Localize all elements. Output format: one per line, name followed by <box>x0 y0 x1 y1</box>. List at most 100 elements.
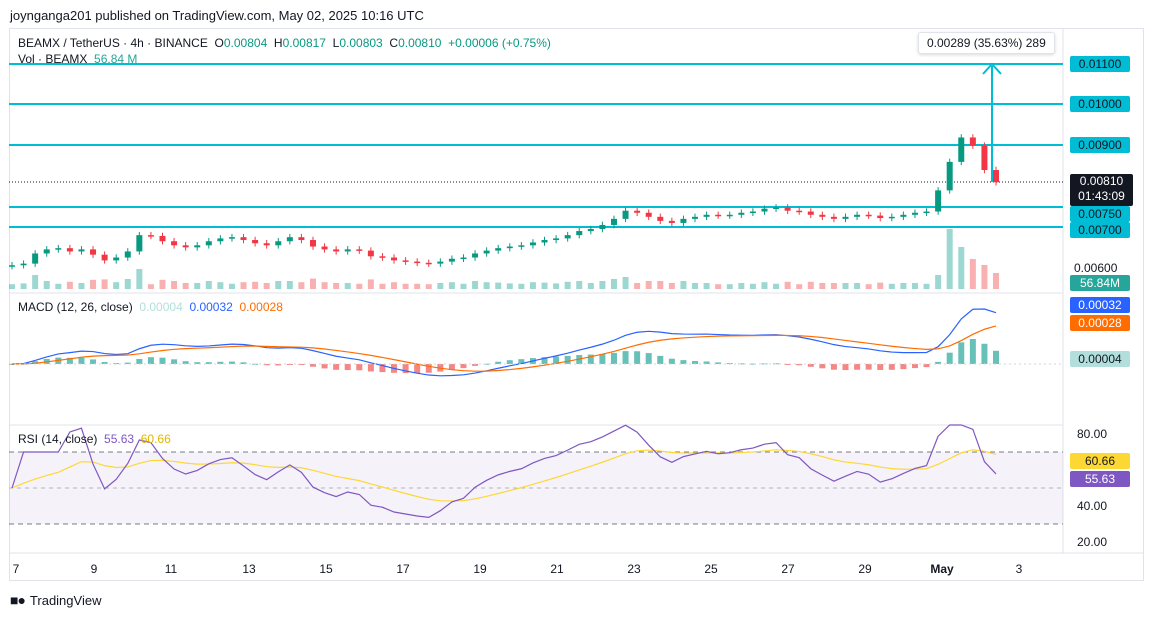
rsi-line <box>11 424 997 518</box>
candle-body[interactable] <box>263 243 270 246</box>
candle-body[interactable] <box>680 218 687 223</box>
candle-body[interactable] <box>414 261 421 264</box>
candle-body[interactable] <box>634 210 641 213</box>
candle-body[interactable] <box>472 253 479 258</box>
tradingview-logo[interactable]: ■● TradingView <box>10 592 101 608</box>
candle-body[interactable] <box>993 170 999 183</box>
candle-body[interactable] <box>194 245 201 248</box>
candle-body[interactable] <box>344 249 351 252</box>
candle-body[interactable] <box>495 248 502 251</box>
candle-body[interactable] <box>738 212 745 215</box>
candle-body[interactable] <box>842 216 849 219</box>
candle-body[interactable] <box>610 218 617 225</box>
candle-body[interactable] <box>645 212 652 217</box>
candle-body[interactable] <box>726 214 733 217</box>
candle-body[interactable] <box>66 248 73 252</box>
candle-body[interactable] <box>703 214 710 217</box>
candle-body[interactable] <box>761 208 768 212</box>
candle-body[interactable] <box>252 240 259 244</box>
candle-body[interactable] <box>483 250 490 254</box>
candle-body[interactable] <box>379 256 386 258</box>
candle-body[interactable] <box>90 249 97 255</box>
candle-body[interactable] <box>715 214 722 217</box>
candle-body[interactable] <box>773 207 780 209</box>
candle-body[interactable] <box>830 216 837 219</box>
candle-body[interactable] <box>506 246 513 249</box>
candle-body[interactable] <box>159 235 166 242</box>
candle-body[interactable] <box>576 231 583 236</box>
time-axis-label: 3 <box>1015 562 1023 576</box>
candle-body[interactable] <box>969 137 976 146</box>
rsi-legend[interactable]: RSI (14, close) 55.63 60.66 <box>18 432 171 446</box>
volume-legend[interactable]: Vol · BEAMX 56.84 M <box>18 52 137 66</box>
candle-body[interactable] <box>182 245 189 248</box>
candle-body[interactable] <box>171 241 178 246</box>
candle-body[interactable] <box>587 229 594 232</box>
volume-bar <box>657 281 664 289</box>
candle-body[interactable] <box>136 235 143 252</box>
chart-frame <box>9 28 1144 581</box>
candle-body[interactable] <box>935 190 942 212</box>
candle-body[interactable] <box>518 245 525 247</box>
candle-body[interactable] <box>124 251 131 258</box>
candle-body[interactable] <box>356 249 363 251</box>
candle-body[interactable] <box>529 242 536 246</box>
symbol-legend[interactable]: BEAMX / TetherUS · 4h · BINANCE O0.00804… <box>18 36 551 50</box>
candle-body[interactable] <box>32 253 39 264</box>
candle-body[interactable] <box>228 237 235 239</box>
candle-body[interactable] <box>622 210 629 219</box>
candle-body[interactable] <box>20 263 27 266</box>
candle-body[interactable] <box>9 265 15 267</box>
candle-body[interactable] <box>321 246 328 250</box>
volume-bar <box>32 275 39 289</box>
candle-body[interactable] <box>657 216 664 221</box>
candle-body[interactable] <box>217 238 224 242</box>
candle-body[interactable] <box>448 258 455 262</box>
candle-body[interactable] <box>553 238 560 241</box>
candle-body[interactable] <box>749 211 756 214</box>
candle-body[interactable] <box>819 214 826 217</box>
candle-body[interactable] <box>784 207 791 211</box>
symbol-title[interactable]: BEAMX / TetherUS · 4h · BINANCE <box>18 36 208 50</box>
candle-body[interactable] <box>437 261 444 264</box>
candle-body[interactable] <box>692 216 699 219</box>
candle-body[interactable] <box>113 257 120 261</box>
candle-body[interactable] <box>981 145 988 171</box>
candlesticks[interactable] <box>9 134 999 270</box>
volume-value: 56.84 M <box>94 52 138 66</box>
candle-body[interactable] <box>854 214 861 217</box>
candle-body[interactable] <box>900 214 907 217</box>
candle-body[interactable] <box>309 240 316 247</box>
candle-body[interactable] <box>55 248 62 250</box>
candle-body[interactable] <box>923 211 930 214</box>
candle-body[interactable] <box>333 249 340 252</box>
candle-body[interactable] <box>541 240 548 243</box>
candle-body[interactable] <box>958 137 965 162</box>
candle-body[interactable] <box>391 257 398 261</box>
candle-body[interactable] <box>946 161 953 191</box>
candle-body[interactable] <box>402 260 409 262</box>
candle-body[interactable] <box>564 235 571 239</box>
candle-body[interactable] <box>147 235 154 237</box>
candle-body[interactable] <box>865 214 872 217</box>
candle-body[interactable] <box>888 216 895 219</box>
candle-body[interactable] <box>425 262 432 265</box>
candle-body[interactable] <box>911 212 918 215</box>
candle-body[interactable] <box>668 220 675 223</box>
candle-body[interactable] <box>286 237 293 242</box>
candle-body[interactable] <box>275 241 282 246</box>
macd-legend[interactable]: MACD (12, 26, close) 0.00004 0.00032 0.0… <box>18 300 283 314</box>
candle-body[interactable] <box>877 215 884 219</box>
candle-body[interactable] <box>240 237 247 241</box>
candle-body[interactable] <box>43 249 50 254</box>
candle-body[interactable] <box>101 254 108 261</box>
candle-body[interactable] <box>807 211 814 215</box>
candle-body[interactable] <box>599 224 606 230</box>
candle-body[interactable] <box>367 250 374 257</box>
candle-body[interactable] <box>796 210 803 213</box>
candle-body[interactable] <box>298 237 305 241</box>
candle-body[interactable] <box>78 249 85 252</box>
candle-body[interactable] <box>460 257 467 260</box>
candle-body[interactable] <box>205 241 212 246</box>
